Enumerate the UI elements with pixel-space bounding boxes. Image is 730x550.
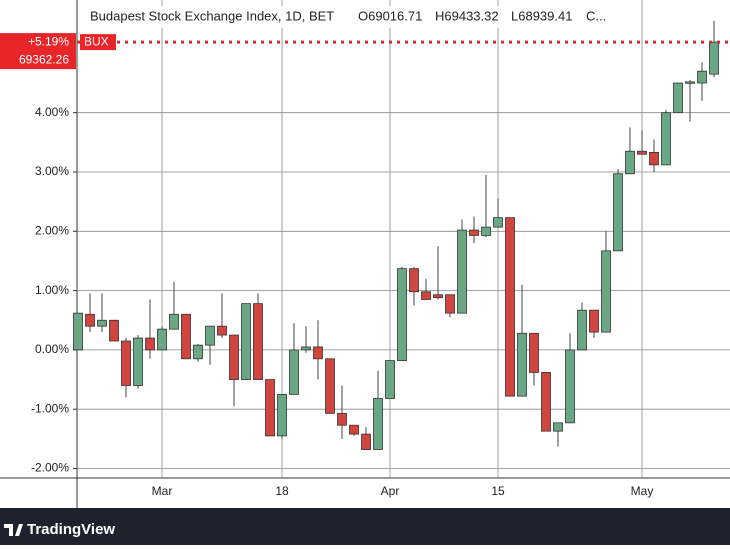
candle-body: [217, 325, 227, 336]
candle-body: [493, 217, 503, 228]
candle-body: [685, 81, 695, 84]
candle-body: [133, 337, 143, 386]
candle-body: [517, 332, 527, 397]
candle-body: [601, 250, 611, 333]
candle-body: [529, 332, 539, 373]
price-label: 69362.26: [19, 52, 69, 66]
candle-body: [325, 358, 335, 414]
candle-body: [541, 372, 551, 432]
candle-body: [289, 349, 299, 395]
chart-title: Budapest Stock Exchange Index, 1D, BET: [90, 8, 334, 23]
candle-body: [421, 291, 431, 300]
x-tick-label: Apr: [381, 484, 400, 498]
footer-brand: TradingView: [27, 521, 115, 538]
candle-body: [109, 319, 119, 342]
ohlc-close: C...: [586, 8, 606, 23]
legend-bg: [84, 6, 614, 28]
candle-body: [661, 112, 671, 166]
candle-body: [181, 313, 191, 360]
candle-body: [253, 303, 263, 380]
y-tick-label: 4.00%: [35, 105, 69, 119]
candle-body: [589, 309, 599, 333]
x-tick-label: Mar: [152, 484, 173, 498]
y-tick-label: 2.00%: [35, 223, 69, 237]
candle-body: [301, 346, 311, 351]
candle-body: [445, 294, 455, 314]
logo-icon: [4, 524, 23, 536]
candle-body: [709, 41, 719, 75]
candle-body: [649, 152, 659, 166]
y-tick-label: 0.00%: [35, 342, 69, 356]
candle-body: [337, 412, 347, 426]
ohlc-high: H69433.32: [435, 8, 499, 23]
y-tick-label: -2.00%: [31, 461, 69, 475]
price-change-label: +5.19%: [28, 34, 69, 48]
y-tick-label: 1.00%: [35, 283, 69, 297]
candle-body: [553, 422, 563, 432]
candle-body: [361, 433, 371, 450]
candle-body: [577, 309, 587, 351]
candle-body: [397, 268, 407, 361]
candle-body: [169, 313, 179, 330]
candle-body: [277, 393, 287, 437]
candle-body: [349, 424, 359, 435]
candle-body: [121, 340, 131, 386]
candle-body: [505, 217, 515, 397]
candle-body: [265, 379, 275, 437]
candle-body: [313, 346, 323, 360]
footer-bar: [0, 508, 730, 545]
logo: TradingView: [4, 521, 115, 538]
candle-body: [85, 313, 95, 327]
candle-body: [205, 325, 215, 346]
plot: -2.00% -1.00% 0.00% 1.00% 2.00% 3.00% 4.00% Mar…: [0, 0, 730, 498]
candle-body: [97, 319, 107, 327]
x-tick-label: 15: [491, 484, 505, 498]
candle-body: [481, 226, 491, 236]
candle-body: [157, 328, 167, 351]
candle-body: [673, 82, 683, 114]
candle-body: [229, 334, 239, 380]
candle-body: [193, 344, 203, 360]
candle-body: [637, 150, 647, 155]
candle-body: [373, 398, 383, 450]
candle-body: [73, 312, 83, 351]
candle-body: [433, 294, 443, 299]
symbol-badge: [80, 34, 116, 51]
candle-body: [625, 150, 635, 175]
candle-body: [457, 229, 467, 314]
ohlc-low: L68939.41: [511, 8, 572, 23]
y-tick-label: 3.00%: [35, 164, 69, 178]
x-tick-label: May: [631, 484, 654, 498]
candle-body: [409, 268, 419, 293]
x-tick-label: 18: [275, 484, 289, 498]
y-tick-label: -1.00%: [31, 401, 69, 415]
candle-body: [613, 173, 623, 252]
candle-body: [697, 70, 707, 84]
candle-body: [241, 303, 251, 380]
candle-body: [145, 337, 155, 351]
candle-body: [469, 229, 479, 236]
ohlc-open: O69016.71: [358, 8, 422, 23]
candle-body: [385, 360, 395, 399]
candle-body: [565, 349, 575, 424]
symbol-label: BUX: [84, 34, 109, 48]
price-badge: [0, 33, 76, 70]
